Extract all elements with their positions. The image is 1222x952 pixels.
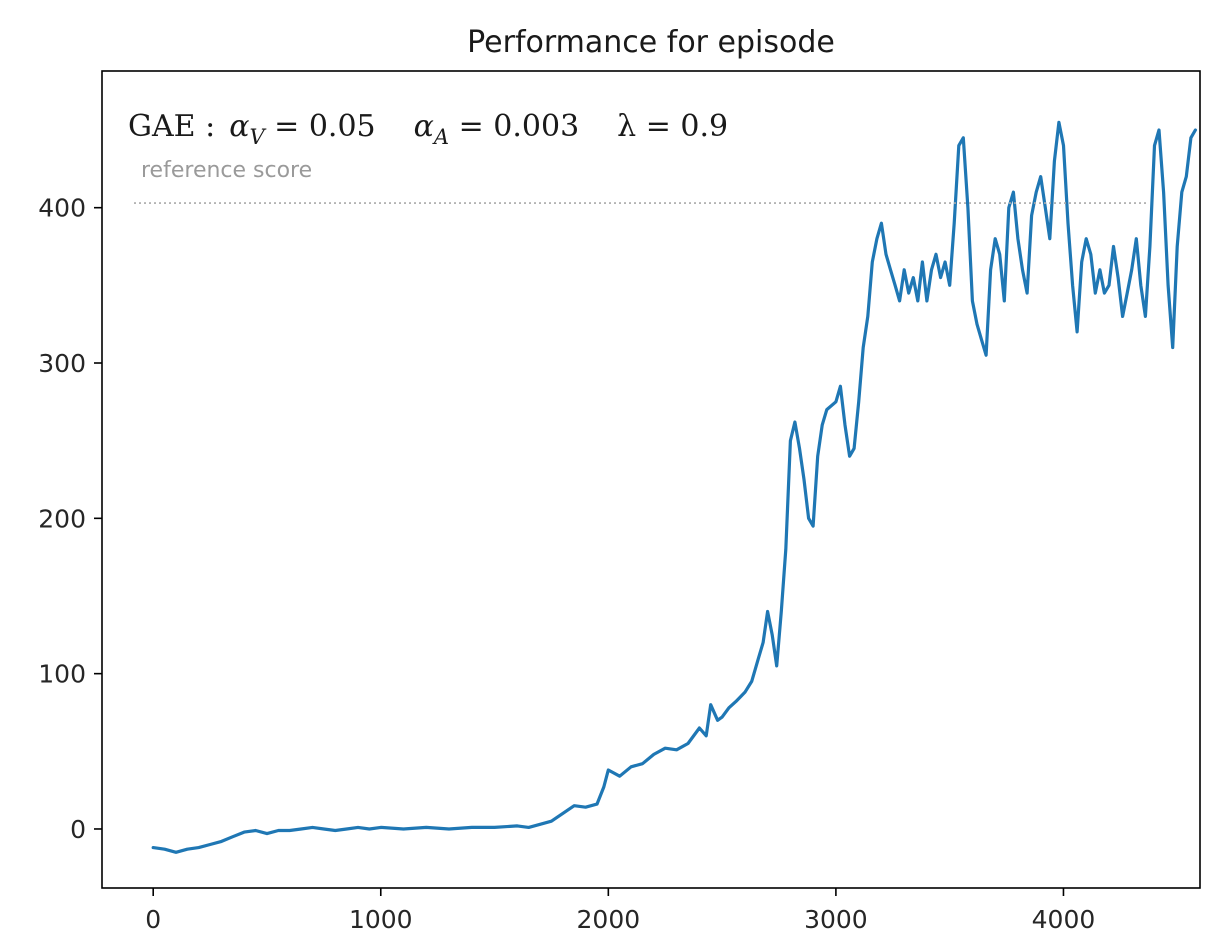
y-tick-label: 300 bbox=[38, 349, 86, 378]
annotation-alpha-v-subscript: V bbox=[249, 125, 266, 149]
axes-frame bbox=[101, 70, 1201, 889]
y-tick-label: 200 bbox=[38, 504, 86, 533]
x-tick-label: 4000 bbox=[1032, 905, 1096, 934]
annotation-alpha-a-value: = 0.003 bbox=[449, 109, 579, 144]
y-tick-label: 0 bbox=[70, 815, 86, 844]
annotation-alpha-v: α bbox=[229, 109, 249, 144]
y-tick-label: 100 bbox=[38, 660, 86, 689]
series-line-0 bbox=[151, 120, 1198, 854]
x-tick-label: 3000 bbox=[804, 905, 868, 934]
annotation-alpha-a: α bbox=[414, 109, 434, 144]
reference-line-label: reference score bbox=[141, 158, 312, 183]
gae-annotation: GAE : αV = 0.05 αA = 0.003 λ = 0.9 bbox=[128, 109, 728, 149]
annotation-gae: GAE : bbox=[128, 109, 215, 144]
x-tick-label: 0 bbox=[145, 905, 161, 934]
plot-area bbox=[151, 120, 1198, 854]
annotation-alpha-a-subscript: A bbox=[432, 125, 449, 149]
x-tick-label: 1000 bbox=[349, 905, 413, 934]
chart-title: Performance for episode bbox=[467, 25, 835, 60]
annotation-alpha-v-value: = 0.05 bbox=[265, 109, 376, 144]
y-tick-label: 400 bbox=[38, 194, 86, 223]
annotation-lambda: λ = 0.9 bbox=[617, 109, 728, 144]
x-tick-label: 2000 bbox=[577, 905, 641, 934]
